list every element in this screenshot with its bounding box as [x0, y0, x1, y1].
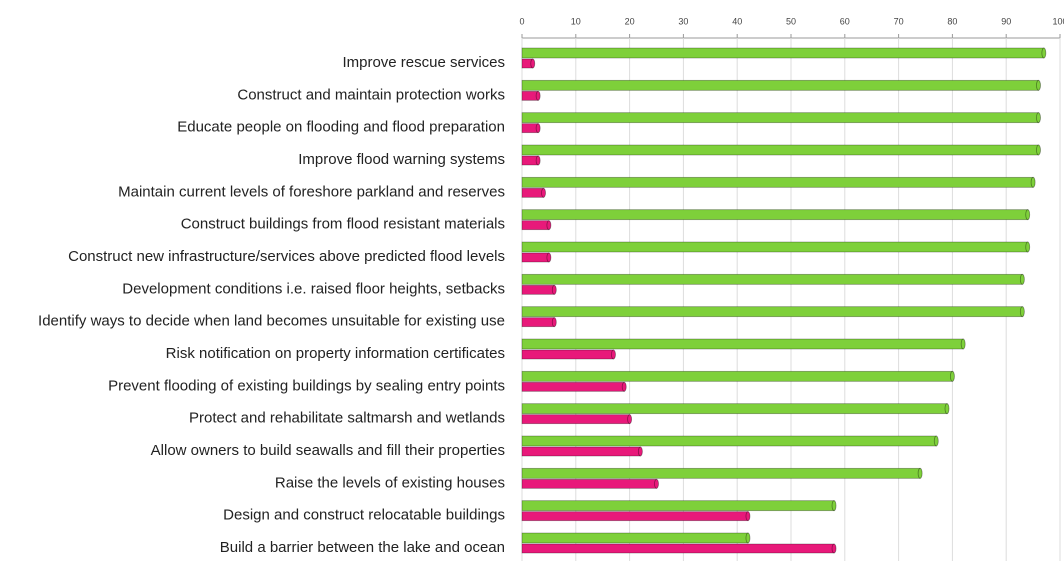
y-tick-label: Identify ways to decide when land become… — [38, 313, 505, 330]
bar-cap — [933, 435, 939, 447]
bar — [521, 252, 550, 263]
y-tick-label: Construct buildings from flood resistant… — [181, 216, 505, 233]
bar — [521, 543, 835, 554]
y-tick-label: Risk notification on property informatio… — [166, 345, 505, 362]
bar — [521, 284, 555, 295]
bar-cap — [535, 123, 541, 134]
bar — [521, 532, 749, 544]
x-tick-label: 100 — [1052, 16, 1064, 26]
bar-cap — [831, 500, 837, 512]
bar-cap — [960, 338, 966, 350]
bar — [521, 176, 1034, 188]
bar-cap — [627, 414, 632, 425]
y-tick-label: Construct and maintain protection works — [237, 86, 505, 103]
bar — [521, 79, 1039, 91]
bar-cap — [1041, 47, 1047, 59]
x-tick-label: 0 — [519, 16, 524, 26]
bar-cap — [1030, 176, 1036, 188]
x-tick-label: 40 — [732, 16, 742, 26]
y-tick-label: Build a barrier between the lake and oce… — [220, 539, 505, 556]
y-tick-label: Allow owners to build seawalls and fill … — [151, 442, 505, 459]
bar — [521, 123, 539, 134]
bar-cap — [950, 370, 955, 382]
bar — [521, 467, 921, 479]
bar-cap — [1036, 144, 1041, 156]
bar-cap — [530, 58, 536, 69]
bar — [521, 144, 1039, 156]
bar-cap — [831, 543, 837, 554]
y-tick-label: Raise the levels of existing houses — [275, 474, 505, 491]
x-tick-label: 90 — [1001, 16, 1011, 26]
x-tick-label: 20 — [625, 16, 635, 26]
y-tick-label: Development conditions i.e. raised floor… — [122, 280, 505, 297]
bar-cap — [546, 220, 552, 231]
bar — [521, 403, 948, 415]
y-tick-label: Educate people on flooding and flood pre… — [177, 119, 505, 136]
bar-cap — [745, 511, 751, 522]
bar — [521, 220, 550, 231]
bar-cap — [1019, 306, 1025, 318]
x-tick-label: 50 — [786, 16, 796, 26]
bar — [521, 435, 937, 447]
bar — [521, 446, 641, 457]
bar-cap — [551, 317, 557, 328]
bar — [521, 478, 657, 489]
bar — [521, 241, 1029, 253]
x-tick-label: 60 — [840, 16, 850, 26]
x-tick-label: 30 — [678, 16, 688, 26]
bar-cap — [541, 187, 546, 198]
bar — [521, 273, 1023, 285]
bar — [521, 370, 953, 382]
bar-cap — [546, 252, 552, 263]
bar-cap — [551, 284, 557, 295]
bar-cap — [1036, 112, 1041, 124]
bar — [521, 338, 964, 350]
x-tick-label: 10 — [571, 16, 581, 26]
bar — [521, 414, 630, 425]
y-tick-label: Maintain current levels of foreshore par… — [118, 183, 505, 200]
bar — [521, 317, 555, 328]
bar — [521, 47, 1045, 59]
bar — [521, 112, 1039, 124]
y-tick-label: Design and construct relocatable buildin… — [223, 507, 505, 524]
y-tick-label: Prevent flooding of existing buildings b… — [108, 377, 505, 394]
bar — [521, 155, 539, 166]
bar — [521, 381, 625, 392]
bar-cap — [637, 446, 643, 457]
bar — [521, 500, 835, 512]
bar — [521, 349, 614, 360]
bar — [521, 511, 749, 522]
y-tick-label: Improve rescue services — [342, 54, 505, 71]
bar — [521, 187, 544, 198]
bar — [521, 306, 1023, 318]
bar-cap — [1036, 79, 1041, 91]
bar-cap — [944, 403, 950, 415]
bar-cap — [654, 478, 659, 489]
bar-cap — [917, 467, 923, 479]
y-tick-label: Construct new infrastructure/services ab… — [68, 248, 505, 265]
bar-cap — [535, 155, 541, 166]
bar-cap — [1019, 273, 1025, 285]
y-tick-label: Protect and rehabilitate saltmarsh and w… — [189, 410, 505, 427]
bar — [521, 90, 539, 101]
bar-cap — [1025, 209, 1031, 221]
x-tick-label: 80 — [947, 16, 957, 26]
x-tick-label: 70 — [894, 16, 904, 26]
bar-cap — [621, 381, 627, 392]
bar-cap — [1025, 241, 1031, 253]
bar — [521, 209, 1029, 221]
bar-cap — [745, 532, 751, 544]
bar-cap — [535, 90, 541, 101]
bar-cap — [611, 349, 616, 360]
y-tick-label: Improve flood warning systems — [298, 151, 505, 168]
